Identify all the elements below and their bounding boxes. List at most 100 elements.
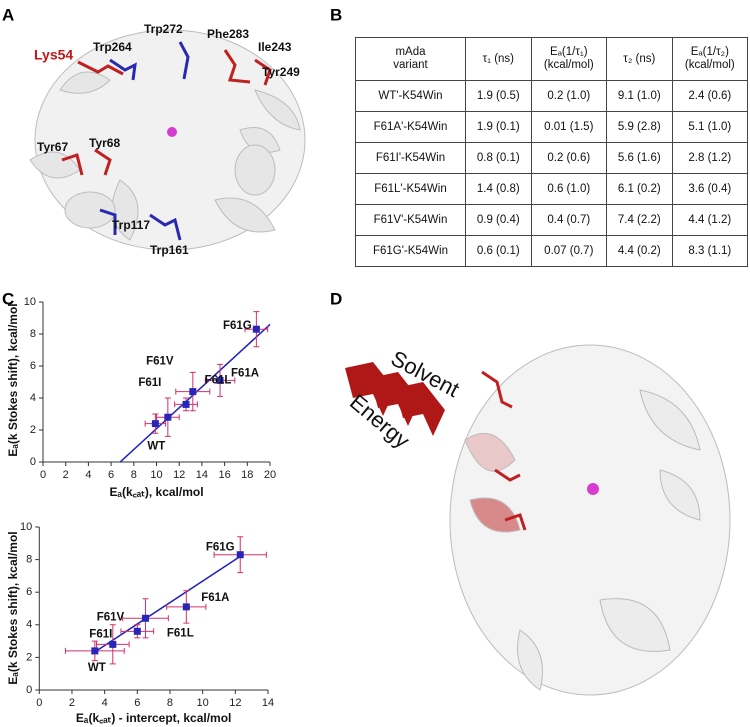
- table-cell: mAda variant: [355, 37, 466, 81]
- point-label: F61L: [167, 627, 194, 639]
- data-point: [216, 376, 224, 384]
- residue-label: Trp161: [150, 243, 189, 257]
- data-point: [182, 400, 190, 408]
- data-point: [91, 647, 99, 655]
- data-point: [133, 627, 141, 635]
- protein-a: [29, 29, 306, 251]
- residue-sticks-d: [481, 370, 527, 531]
- x-tick-label: 14: [262, 697, 274, 709]
- table-cell: 6.1 (0.2): [605, 173, 673, 205]
- fit-line: [91, 555, 241, 655]
- residue-label: Tyr68: [89, 136, 120, 150]
- residue-label: Tyr67: [37, 140, 68, 154]
- point-label: F61L: [205, 374, 232, 386]
- table-cell: 0.6 (0.1): [464, 235, 532, 267]
- table-row: F61L'-K54Win 1.4 (0.8) 0.6 (1.0) 6.1 (0.2) 3…: [355, 173, 749, 205]
- residue-label: Trp117: [112, 218, 150, 232]
- x-tick-label: 18: [241, 469, 253, 481]
- table-cell: 1.9 (0.5): [464, 80, 532, 112]
- x-tick-label: 12: [173, 469, 185, 481]
- table-cell: F61L'-K54Win: [355, 173, 466, 205]
- x-tick-label: 2: [63, 469, 69, 481]
- point-label: F61A: [201, 592, 229, 604]
- y-axis-label: Eₐ(k Stokes shift), kcal/mol: [6, 531, 20, 684]
- protein-d: [449, 344, 731, 696]
- point-label: F61G: [223, 320, 252, 332]
- point-label: F61V: [97, 611, 125, 623]
- y-tick-label: 4: [30, 392, 36, 404]
- y-tick-label: 2: [30, 424, 36, 436]
- point-label: F61A: [231, 367, 259, 379]
- table-row: F61V'-K54Win 0.9 (0.4) 0.4 (0.7) 7.4 (2.2) 4…: [355, 204, 749, 236]
- table-cell: WT'-K54Win: [355, 80, 466, 112]
- x-tick-label: 10: [150, 469, 162, 481]
- point-label: F61G: [206, 542, 235, 554]
- table-cell: F61A'-K54Win: [355, 111, 466, 143]
- x-tick-label: 16: [218, 469, 230, 481]
- x-tick-label: 4: [102, 697, 108, 709]
- x-tick-label: 0: [40, 469, 46, 481]
- table-cell: 5.9 (2.8): [605, 111, 673, 143]
- x-tick-label: 2: [69, 697, 75, 709]
- table-cell: 0.01 (1.5): [530, 111, 607, 143]
- x-tick-label: 10: [197, 697, 209, 709]
- table-row: WT'-K54Win 1.9 (0.5) 0.2 (1.0) 9.1 (1.0) 2.4…: [355, 80, 749, 112]
- data-point: [109, 640, 117, 648]
- table-cell: F61V'-K54Win: [355, 204, 466, 236]
- table-cell: 0.6 (1.0): [530, 173, 607, 205]
- table-row: mAda variant τ₁ (ns) Eₐ(1/τ₁) (kcal/mol) τ₂…: [355, 37, 749, 81]
- data-point: [189, 388, 197, 396]
- point-label: WT: [147, 441, 165, 453]
- y-tick-label: 4: [26, 619, 32, 631]
- y-tick-label: 6: [26, 586, 32, 598]
- residue-label: Lys54: [34, 47, 73, 63]
- table-cell: 0.9 (0.4): [464, 204, 532, 236]
- y-tick-label: 2: [26, 651, 32, 663]
- panel-label: D: [330, 289, 342, 308]
- data-point: [182, 603, 190, 611]
- point-label: F61I: [138, 377, 161, 389]
- table-cell: 0.8 (0.1): [464, 142, 532, 174]
- table-cell: F61G'-K54Win: [355, 235, 466, 267]
- data-point: [252, 325, 260, 333]
- data-point: [236, 551, 244, 559]
- table-cell: 3.6 (0.4): [671, 173, 749, 205]
- point-label: F61I: [89, 628, 112, 640]
- table-cell: τ₂ (ns): [605, 37, 673, 81]
- x-tick-label: 8: [131, 469, 137, 481]
- x-axis-label: Eₐ(k꜀ₐₜ) - intercept, kcal/mol: [76, 711, 231, 725]
- x-tick-label: 8: [167, 697, 173, 709]
- table-cell: 5.6 (1.6): [605, 142, 673, 174]
- x-axis-label: Eₐ(k꜀ₐₜ), kcal/mol: [109, 485, 203, 499]
- x-tick-label: 20: [264, 469, 276, 481]
- metal-ion: [167, 127, 177, 137]
- table-cell: 2.8 (1.2): [671, 142, 749, 174]
- table-row: F61G'-K54Win 0.6 (0.1) 0.07 (0.7) 4.4 (0.2)…: [355, 235, 749, 267]
- table-cell: 1.4 (0.8): [464, 173, 532, 205]
- residue-label: Trp272: [144, 22, 183, 36]
- residue-label: Ile243: [258, 40, 292, 54]
- y-tick-label: 10: [24, 296, 36, 308]
- kinetics-table: mAda variant τ₁ (ns) Eₐ(1/τ₁) (kcal/mol) τ₂…: [355, 37, 749, 267]
- panel-label: A: [2, 5, 14, 24]
- x-tick-label: 0: [36, 697, 42, 709]
- table-cell: 9.1 (1.0): [605, 80, 673, 112]
- table-cell: 0.4 (0.7): [530, 204, 607, 236]
- residue-label: Trp264: [93, 40, 132, 54]
- data-point: [164, 413, 172, 421]
- x-tick-label: 12: [229, 697, 241, 709]
- data-point: [141, 614, 149, 622]
- residue-label: Tyr249: [262, 65, 300, 79]
- table-cell: 0.2 (0.6): [530, 142, 607, 174]
- y-tick-label: 0: [26, 684, 32, 696]
- y-axis-label: Eₐ(k Stokes shift), kcal/mol: [6, 303, 20, 456]
- table-row: F61A'-K54Win 1.9 (0.1) 0.01 (1.5) 5.9 (2.8)…: [355, 111, 749, 143]
- table-cell: 0.07 (0.7): [530, 235, 607, 267]
- y-tick-label: 6: [30, 360, 36, 372]
- y-tick-label: 8: [26, 554, 32, 566]
- table-cell: Eₐ(1/τ₁) (kcal/mol): [530, 37, 607, 81]
- y-tick-label: 10: [20, 521, 32, 533]
- table-cell: 0.2 (1.0): [530, 80, 607, 112]
